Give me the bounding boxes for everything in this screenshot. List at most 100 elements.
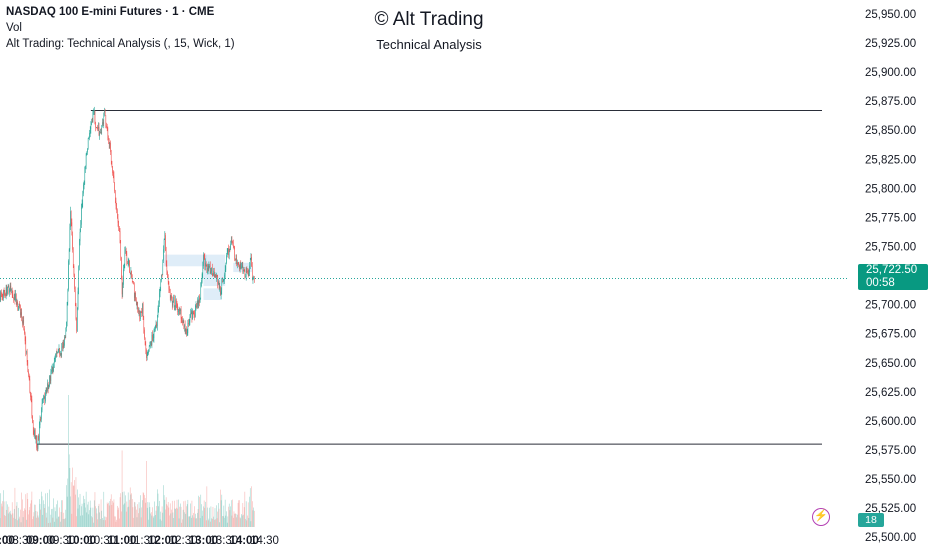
y-tick-label: 25,550.00 <box>865 474 916 486</box>
candle-body <box>126 249 127 253</box>
candle-body <box>36 436 37 448</box>
candle-body <box>75 289 76 303</box>
volume-bar <box>46 518 47 527</box>
candle-body <box>221 291 222 294</box>
candle-body <box>13 298 14 299</box>
candle-body <box>246 271 247 277</box>
candle-body <box>184 321 185 327</box>
candle-body <box>73 250 74 266</box>
volume-bar <box>236 514 237 527</box>
volume-bar <box>77 489 78 527</box>
volume-bar <box>3 490 4 527</box>
volume-bar <box>57 501 58 527</box>
volume-bar <box>152 516 153 527</box>
candle-body <box>56 353 57 354</box>
volume-bar <box>184 512 185 527</box>
candle-body <box>238 263 239 264</box>
volume-bar <box>188 500 189 527</box>
candle-body <box>66 322 67 328</box>
candle-body <box>118 223 119 228</box>
candle-body <box>87 152 88 154</box>
volume-bar <box>61 500 62 527</box>
volume-bar <box>167 506 168 527</box>
candle-body <box>217 275 218 277</box>
volume-bar <box>251 486 252 527</box>
candle-body <box>63 343 64 348</box>
volume-bar <box>248 502 249 527</box>
candle-body <box>237 263 238 265</box>
candle-body <box>22 321 23 324</box>
volume-bar <box>4 501 5 527</box>
candle-body <box>110 143 111 152</box>
volume-bar <box>18 508 19 527</box>
candle-body <box>147 355 148 358</box>
volume-bar <box>41 492 42 527</box>
volume-bar <box>139 502 140 527</box>
volume-bar <box>82 515 83 527</box>
volume-bar <box>0 493 1 527</box>
candle-body <box>188 323 189 324</box>
volume-bar <box>131 495 132 527</box>
candle-body <box>241 267 242 268</box>
volume-bar <box>154 501 155 527</box>
candle-body <box>7 287 8 294</box>
candle-body <box>176 299 177 304</box>
candle-body <box>241 264 242 268</box>
volume-bar <box>51 515 52 527</box>
candle-body <box>62 346 63 347</box>
candle-body <box>141 312 142 313</box>
volume-bar <box>213 507 214 527</box>
volume-bar <box>43 500 44 527</box>
candle-body <box>213 271 214 275</box>
candle-body <box>175 306 176 307</box>
candle-body <box>254 278 255 279</box>
candle-body <box>55 358 56 359</box>
volume-bar <box>23 517 24 527</box>
volume-bar <box>224 506 225 527</box>
candle-body <box>68 261 69 290</box>
volume-bar <box>173 518 174 527</box>
candle-body <box>18 306 19 307</box>
candle-body <box>11 286 12 291</box>
candle-body <box>138 309 139 312</box>
candle-body <box>239 265 240 269</box>
candle-body <box>149 346 150 350</box>
candle-body <box>187 333 188 334</box>
candle-body <box>224 275 225 280</box>
candle-body <box>180 309 181 311</box>
candle-body <box>48 383 49 389</box>
volume-bar <box>190 503 191 527</box>
candle-body <box>91 125 92 129</box>
volume-bar <box>49 507 50 527</box>
volume-bar <box>232 500 233 527</box>
volume-bar <box>200 518 201 527</box>
candle-body <box>32 399 33 416</box>
candle-body <box>194 315 195 317</box>
volume-bar <box>74 480 75 527</box>
volume-bar <box>177 509 178 527</box>
volume-bar <box>195 514 196 527</box>
lightning-bolt-icon[interactable]: ⚡ <box>812 508 830 526</box>
volume-bar <box>79 505 80 527</box>
volume-bar <box>47 493 48 527</box>
volume-bar <box>101 511 102 527</box>
candle-body <box>174 297 175 307</box>
candle-body <box>146 350 147 358</box>
volume-bar <box>17 502 18 527</box>
volume-bar <box>238 503 239 527</box>
candle-body <box>144 316 145 329</box>
candle-body <box>238 264 239 265</box>
volume-bar <box>5 516 6 527</box>
volume-bar <box>133 518 134 527</box>
candle-body <box>13 294 14 297</box>
volume-bar <box>198 509 199 527</box>
volume-bar <box>45 493 46 527</box>
volume-bar <box>72 514 73 527</box>
y-tick-label: 25,925.00 <box>865 38 916 50</box>
candle-body <box>16 293 17 304</box>
volume-bar <box>71 482 72 527</box>
volume-bar <box>8 513 9 527</box>
candle-body <box>199 296 200 303</box>
